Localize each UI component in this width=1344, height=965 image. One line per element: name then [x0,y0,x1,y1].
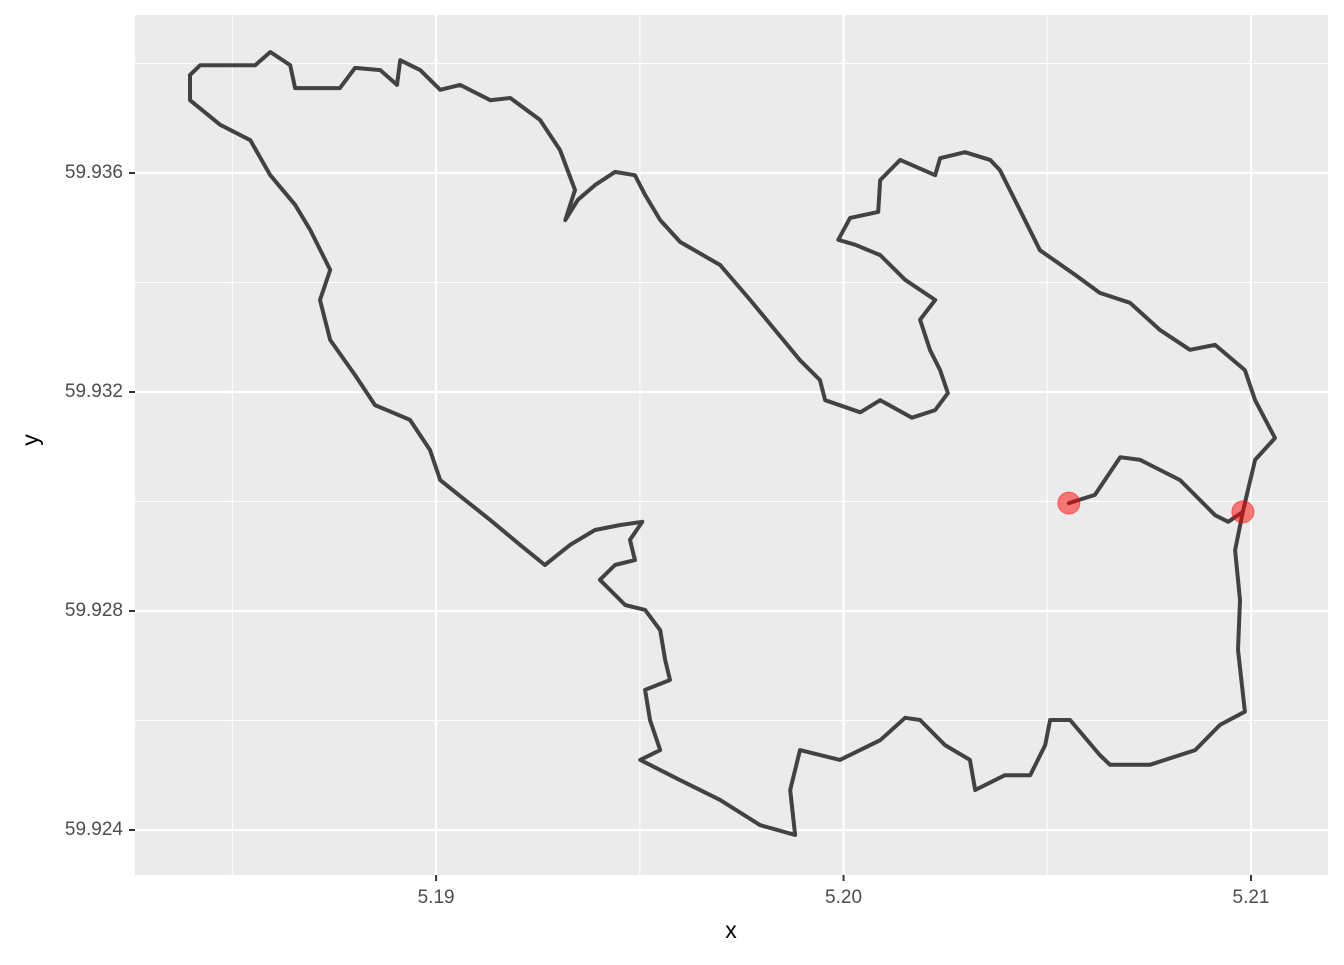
y-axis-title: y [17,434,43,446]
y-tick-label: 59.924 [65,819,124,840]
panel [135,15,1328,875]
point [1057,491,1081,515]
x-tick-label: 5.21 [1233,887,1270,908]
x-tick-label: 5.20 [825,887,862,908]
y-tick-label: 59.932 [65,381,123,402]
point [1231,500,1255,524]
x-tick-label: 5.19 [418,887,455,908]
track-line [188,50,1277,837]
y-tick-label: 59.928 [65,600,123,621]
x-axis-title: x [725,917,737,943]
y-tick-label: 59.936 [65,162,123,183]
